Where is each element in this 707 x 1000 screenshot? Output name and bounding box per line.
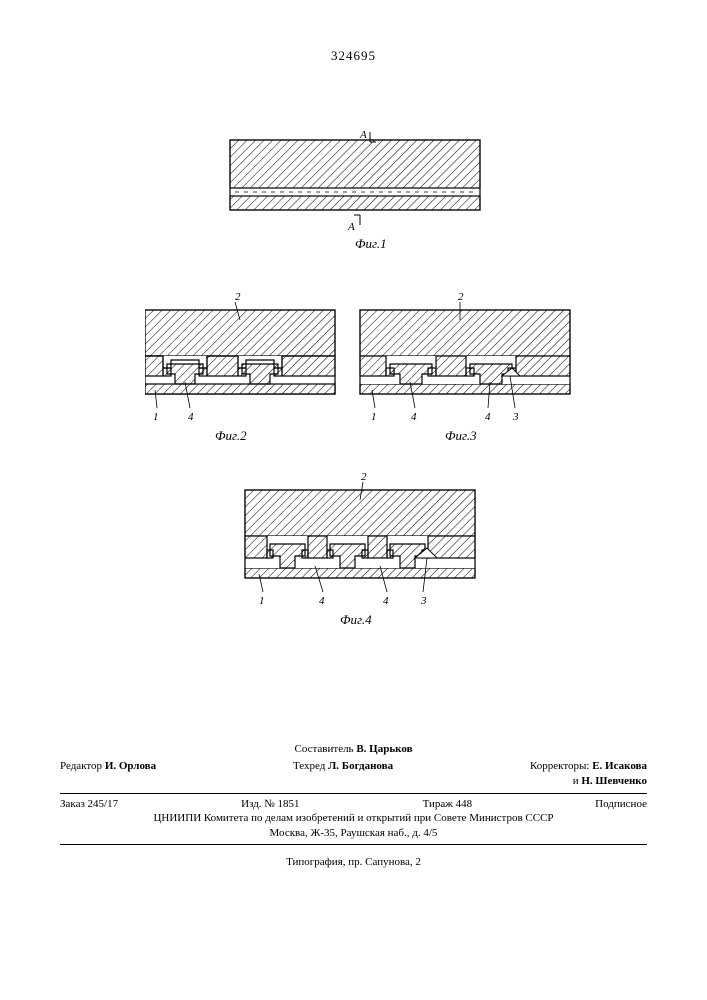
corrector1: Е. Исакова (592, 760, 647, 772)
document-number: 324695 (0, 48, 707, 64)
izd-number: Изд. № 1851 (241, 797, 299, 812)
fig3-ref-4b: 4 (485, 411, 491, 423)
fig3 (360, 302, 570, 408)
fig3-ref-3: 3 (512, 411, 519, 423)
org-line1: ЦНИИПИ Комитета по делам изобретений и о… (60, 811, 647, 826)
fig4-ref-4b: 4 (383, 595, 389, 607)
editor-label: Редактор (60, 760, 102, 772)
section-mark-bottom: А (347, 221, 355, 233)
fig3-ref-2: 2 (458, 291, 464, 303)
org-line2: Москва, Ж-35, Раушская наб., д. 4/5 (60, 826, 647, 841)
correctors: Корректоры: Е. Исакова и Н. Шевченко (530, 759, 647, 789)
colophon: Составитель В. Царьков Редактор И. Орлов… (60, 742, 647, 870)
fig4-ref-4a: 4 (319, 595, 325, 607)
fig2-label: Фиг.2 (215, 428, 247, 443)
compiler-label: Составитель (294, 743, 353, 755)
order-number: Заказ 245/17 (60, 797, 118, 812)
fig2-ref-1: 1 (153, 411, 159, 423)
editor: Редактор И. Орлова (60, 759, 156, 789)
fig2 (145, 302, 335, 408)
compiler-line: Составитель В. Царьков (60, 742, 647, 757)
corrector-and: и (573, 775, 579, 787)
section-mark-top: А (359, 130, 367, 141)
tirazh: Тираж 448 (423, 797, 473, 812)
fig4-ref-1: 1 (259, 595, 265, 607)
fig3-ref-1: 1 (371, 411, 377, 423)
fig3-ref-4a: 4 (411, 411, 417, 423)
correctors-label: Корректоры: (530, 760, 589, 772)
staff-line: Редактор И. Орлова Техред Л. Богданова К… (60, 759, 647, 789)
techred-label: Техред (293, 760, 325, 772)
fig1: А А (230, 130, 480, 233)
fig4-ref-2: 2 (361, 471, 367, 483)
fig1-label: Фиг.1 (355, 236, 387, 251)
techred-name: Л. Богданова (328, 760, 393, 772)
podpisnoe: Подписное (595, 797, 647, 812)
editor-name: И. Орлова (105, 760, 156, 772)
page: 324695 А (0, 0, 707, 1000)
fig4-ref-3: 3 (420, 595, 427, 607)
divider-1 (60, 793, 647, 794)
figures-svg: А А Фиг.1 (145, 130, 575, 650)
fig4 (245, 482, 475, 592)
print-info-line: Заказ 245/17 Изд. № 1851 Тираж 448 Подпи… (60, 797, 647, 812)
divider-2 (60, 844, 647, 845)
corrector2: Н. Шевченко (581, 775, 647, 787)
typography-line: Типография, пр. Сапунова, 2 (60, 855, 647, 870)
fig2-ref-2: 2 (235, 291, 241, 303)
techred: Техред Л. Богданова (293, 759, 393, 789)
compiler-name: В. Царьков (356, 743, 412, 755)
fig2-ref-4: 4 (188, 411, 194, 423)
fig3-label: Фиг.3 (445, 428, 477, 443)
figures-block: А А Фиг.1 (145, 130, 575, 655)
fig4-label: Фиг.4 (340, 612, 372, 627)
